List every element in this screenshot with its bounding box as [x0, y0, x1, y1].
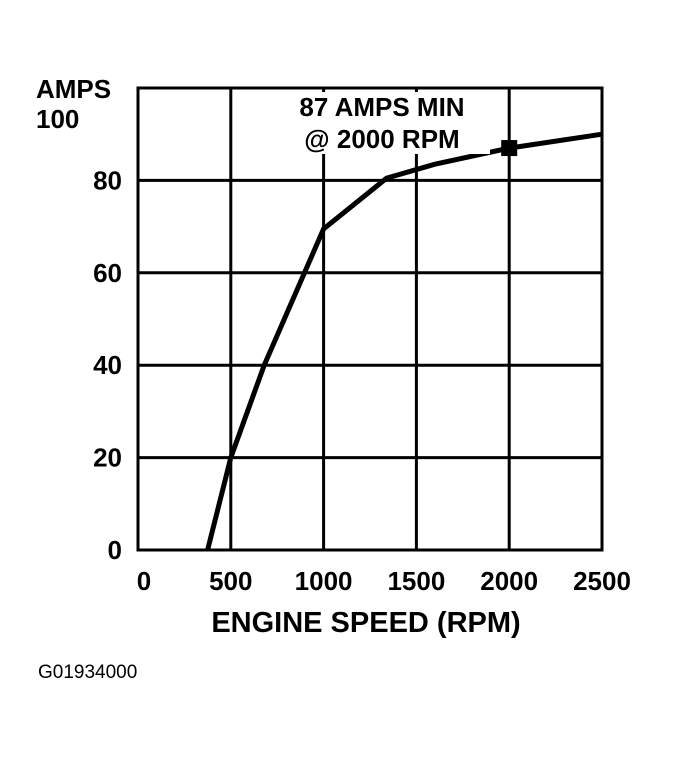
figure-id: G01934000 [38, 662, 138, 683]
series-line [205, 131, 603, 551]
y-axis-label: AMPS [36, 74, 111, 104]
plot-frame [136, 86, 604, 552]
x-tick-label: 1500 [387, 566, 445, 596]
y-tick-label: 0 [108, 535, 122, 565]
annotation-line-2: @ 2000 RPM [304, 124, 459, 154]
y-tick-label: 80 [93, 165, 122, 195]
x-tick-label: 2500 [573, 566, 631, 596]
x-tick-label: 500 [209, 566, 252, 596]
y-tick-label: 40 [93, 350, 122, 380]
x-tick-label: 2000 [480, 566, 538, 596]
y-tick-label: 100 [36, 104, 79, 134]
x-axis-label: ENGINE SPEED (RPM) [211, 607, 520, 639]
spec-marker [501, 140, 518, 157]
y-tick-label: 60 [93, 258, 122, 288]
annotation-line-1: 87 AMPS MIN [299, 92, 464, 122]
annotation-background [275, 92, 490, 154]
y-tick-label: 20 [93, 443, 122, 473]
x-tick-label: 0 [137, 566, 151, 596]
x-tick-label: 1000 [295, 566, 353, 596]
